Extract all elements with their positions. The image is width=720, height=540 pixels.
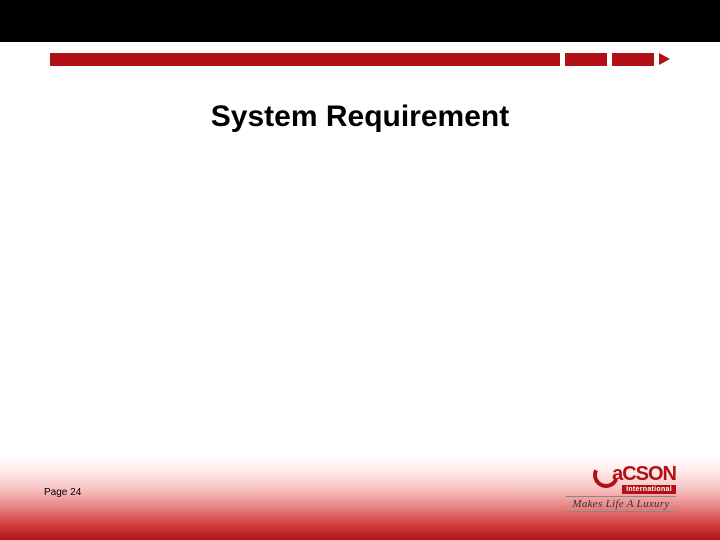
logo-main-row: aCSON (566, 462, 676, 484)
red-bar-segment-1 (565, 53, 607, 66)
logo-brand-text: aCSON (612, 464, 676, 484)
page-number: Page 24 (44, 487, 81, 498)
logo-tagline: Makes Life A Luxury (566, 496, 676, 512)
logo-subtext-wrap: International (566, 485, 676, 494)
red-bar-segment-main (50, 53, 560, 66)
top-black-bar (0, 0, 720, 42)
brand-logo: aCSON International Makes Life A Luxury (566, 462, 676, 512)
red-bar-arrow-icon (659, 53, 670, 65)
red-bar-segment-2 (612, 53, 654, 66)
page-title: System Requirement (0, 100, 720, 134)
decorative-red-bar (50, 52, 670, 66)
logo-swoosh-icon (595, 462, 613, 484)
logo-subtext: International (622, 485, 676, 494)
